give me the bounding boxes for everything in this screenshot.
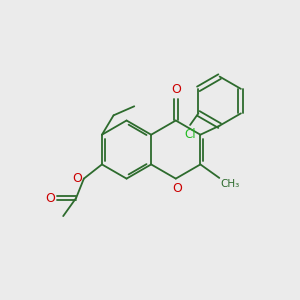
Text: CH₃: CH₃ (220, 179, 240, 189)
Text: Cl: Cl (184, 128, 196, 140)
Text: O: O (73, 172, 82, 184)
Text: O: O (171, 83, 181, 97)
Text: O: O (45, 191, 55, 205)
Text: O: O (172, 182, 182, 196)
